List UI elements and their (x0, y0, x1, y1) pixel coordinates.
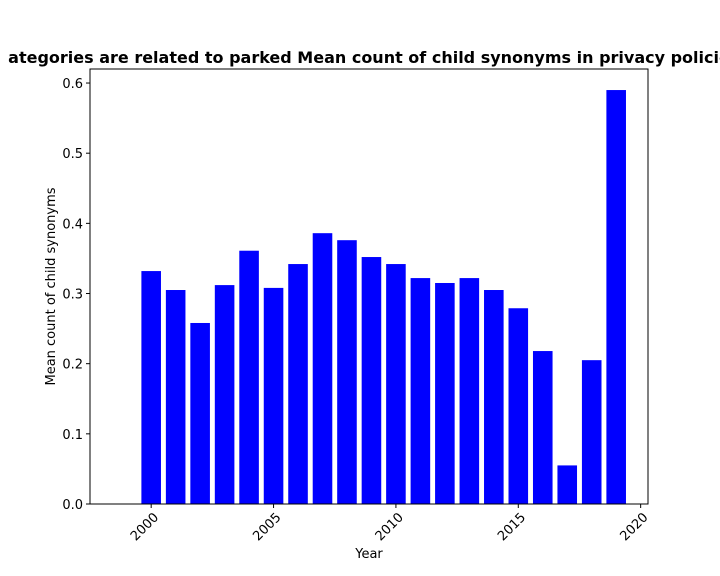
bar-2006 (288, 264, 308, 504)
bar-2010 (386, 264, 406, 504)
y-axis-label: Mean count of child synonyms (44, 187, 59, 385)
y-tick-label: 0.4 (62, 217, 83, 232)
bar-2018 (581, 360, 602, 504)
x-axis-ticks: 2000 2005 2010 2015 2020 (128, 504, 651, 544)
bar-2019 (606, 90, 626, 504)
y-tick-label: 0.2 (62, 358, 83, 373)
x-tick-label: 2010 (373, 510, 407, 544)
bar-2000 (141, 271, 161, 504)
x-tick-label: 2020 (617, 510, 651, 544)
bar-2011 (410, 278, 431, 504)
bar-2013 (459, 278, 480, 504)
x-axis-label: Year (354, 547, 383, 562)
y-axis-ticks: 0.0 0.1 0.2 0.3 0.4 0.5 0.6 (62, 77, 90, 513)
bar-2001 (165, 290, 186, 504)
bar-2007 (312, 233, 333, 504)
y-tick-label: 0.3 (62, 288, 83, 303)
bar-2017 (557, 465, 578, 504)
bar-2002 (190, 322, 210, 504)
bar-2015 (508, 308, 529, 504)
x-tick-label: 2005 (250, 510, 284, 544)
x-tick-label: 2015 (495, 510, 529, 544)
y-tick-label: 0.5 (62, 147, 83, 162)
chart-title: ategories are related to parked Mean cou… (8, 48, 720, 67)
bar-2009 (361, 257, 382, 504)
bars-layer (141, 90, 626, 504)
y-tick-label: 0.1 (62, 428, 83, 443)
bar-2012 (435, 282, 455, 504)
bar-2008 (337, 240, 357, 504)
bar-2003 (214, 285, 235, 504)
bar-2016 (532, 351, 553, 504)
bar-2004 (239, 250, 259, 504)
plot-frame (89, 68, 649, 505)
x-tick-label: 2000 (128, 510, 162, 544)
bar-2005 (263, 287, 284, 504)
bar-2014 (484, 290, 504, 504)
y-tick-label: 0.0 (62, 498, 83, 513)
y-tick-label: 0.6 (62, 77, 83, 92)
